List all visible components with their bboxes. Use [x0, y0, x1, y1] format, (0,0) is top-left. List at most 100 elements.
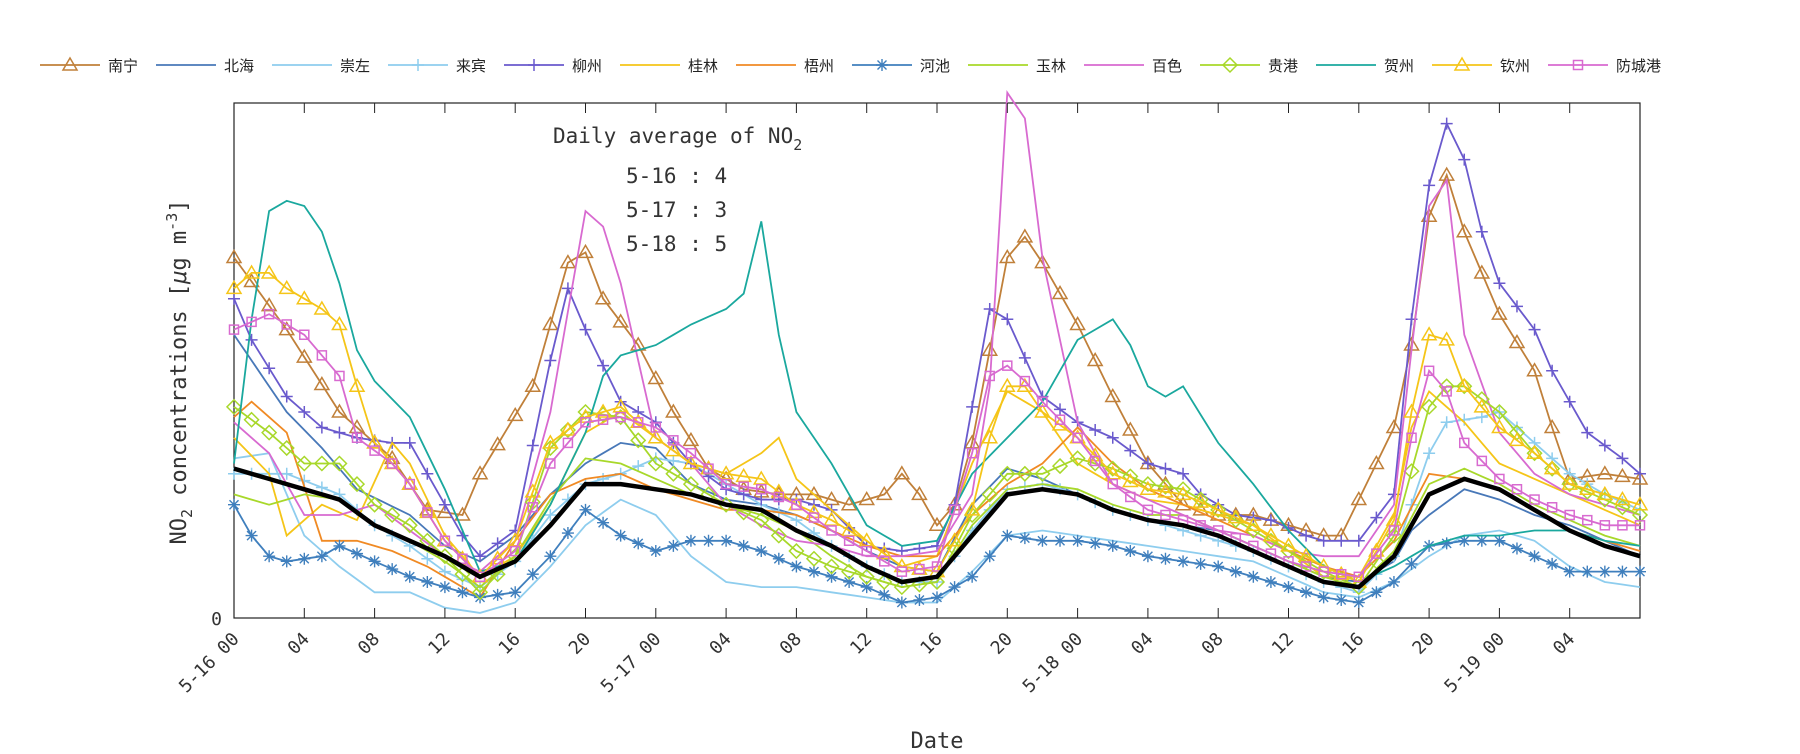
x-tick-label: 20 — [565, 629, 595, 659]
series-point — [1455, 223, 1473, 238]
series-point — [1016, 228, 1034, 243]
series-point — [981, 429, 999, 444]
series-point — [702, 470, 715, 483]
series-point — [298, 552, 311, 565]
series-point — [896, 566, 908, 577]
series-point — [299, 329, 310, 340]
series-point — [684, 534, 697, 547]
series-point — [913, 593, 926, 606]
series-point — [1157, 478, 1174, 495]
series-point — [439, 535, 451, 546]
series-point — [1037, 396, 1048, 407]
x-tick-label: 5-16 00 — [175, 629, 243, 697]
series-point — [614, 529, 627, 542]
series-point — [998, 249, 1016, 264]
y-label-unit: g m — [167, 231, 192, 271]
legend-item: 来宾 — [388, 57, 486, 75]
series-point — [1051, 458, 1069, 475]
series-point — [1614, 491, 1631, 506]
series-4 — [228, 406, 1646, 599]
series-point — [384, 506, 401, 524]
series-point — [1159, 552, 1172, 565]
svg-text:NO2 concentrations [μg m-3]: NO2 concentrations [μg m-3] — [163, 199, 196, 544]
series-point — [650, 422, 662, 433]
series-point — [1599, 520, 1611, 531]
series-point — [913, 542, 926, 555]
legend-item: 钦州 — [1432, 56, 1530, 75]
series-point — [1124, 444, 1137, 457]
series-point — [597, 516, 610, 529]
series-point — [1317, 591, 1330, 604]
series-point — [315, 550, 328, 563]
legend-item: 桂林 — [620, 57, 718, 75]
series-point — [1528, 550, 1541, 563]
series-1 — [225, 166, 1649, 542]
series-point — [280, 467, 293, 480]
series-point — [1209, 501, 1227, 516]
series-point — [544, 354, 557, 367]
series-point — [702, 534, 715, 547]
series-point — [893, 579, 910, 596]
series-point — [263, 362, 276, 375]
series-point — [682, 431, 700, 447]
legend-marker — [1572, 59, 1584, 71]
y-label-main: NO — [167, 518, 192, 545]
series-point — [1616, 496, 1629, 509]
series-point — [577, 243, 594, 259]
x-tick-label: 16 — [495, 629, 525, 659]
x-tick-label: 04 — [705, 629, 735, 659]
series-point — [1300, 561, 1312, 572]
series-point — [1561, 476, 1578, 493]
series-point — [841, 563, 858, 580]
series-point — [1455, 377, 1473, 392]
series-point — [1544, 460, 1561, 477]
series-point — [735, 467, 752, 483]
series-point — [668, 435, 679, 446]
series-point — [403, 570, 416, 583]
series-point — [1387, 575, 1400, 588]
series-point — [612, 398, 629, 413]
series-point — [351, 547, 364, 560]
series-point — [454, 566, 471, 583]
series-point — [1122, 421, 1139, 436]
series-point — [1493, 277, 1506, 290]
series-point — [544, 550, 557, 563]
series-point — [1335, 568, 1347, 580]
y-label-sup: -3 — [163, 213, 181, 231]
series-point — [474, 550, 487, 563]
legend-item: 百色 — [1084, 57, 1182, 75]
series-point — [1141, 550, 1154, 563]
series-point — [893, 465, 911, 480]
series-point — [1370, 586, 1383, 599]
series-point — [860, 581, 873, 594]
series-point — [1458, 534, 1471, 547]
series-point — [966, 447, 978, 459]
series-point — [471, 465, 489, 480]
series-point — [1300, 529, 1313, 542]
series-point — [1174, 485, 1192, 501]
axes-layer: 5-16 00 04 08 12 16 20 5-17 00 04 08 12 16 20 5-18 0… — [175, 103, 1579, 697]
series-point — [313, 455, 330, 472]
series-line — [233, 400, 1641, 599]
series-point — [1420, 326, 1438, 341]
series-point — [1617, 520, 1628, 531]
series-point — [1104, 465, 1122, 480]
legend-item: 梧州 — [736, 57, 834, 75]
series-point — [527, 502, 539, 513]
series-point — [260, 264, 278, 279]
series-point — [717, 465, 735, 480]
series-point — [263, 308, 275, 320]
series-point — [1072, 432, 1083, 443]
series-point — [632, 537, 645, 550]
y-label-sub: 2 — [178, 509, 196, 518]
series-point — [1122, 468, 1139, 485]
y-label-rest: concentrations [ — [167, 284, 192, 509]
series-point — [1456, 378, 1473, 395]
series-point — [1264, 514, 1277, 527]
x-tick-label: 20 — [987, 629, 1017, 659]
series-point — [1581, 565, 1594, 578]
legend-marker — [61, 56, 79, 71]
series-point — [489, 436, 506, 451]
